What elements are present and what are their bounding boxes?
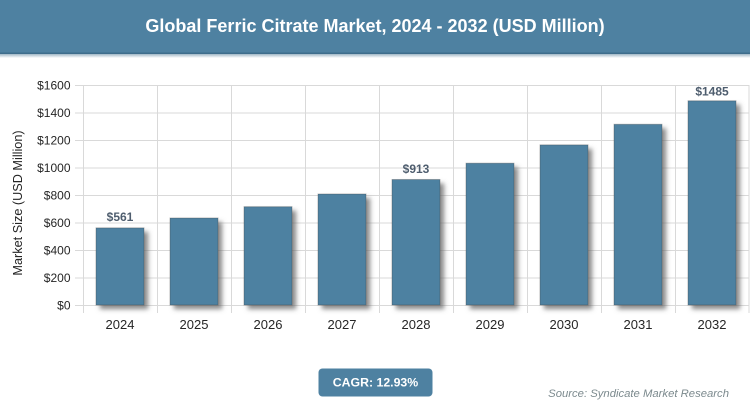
svg-text:2026: 2026: [254, 317, 283, 332]
svg-text:$1400: $1400: [37, 106, 71, 120]
svg-text:2024: 2024: [106, 317, 135, 332]
svg-text:Source: Syndicate Market Resea: Source: Syndicate Market Research: [548, 388, 729, 400]
svg-text:CAGR: 12.93%: CAGR: 12.93%: [333, 376, 418, 390]
svg-text:$1485: $1485: [695, 84, 729, 98]
svg-text:2027: 2027: [328, 317, 357, 332]
svg-text:2025: 2025: [180, 317, 209, 332]
svg-text:$1200: $1200: [37, 134, 71, 148]
svg-text:$400: $400: [44, 244, 71, 258]
svg-text:$0: $0: [57, 299, 71, 313]
svg-text:$600: $600: [44, 216, 71, 230]
svg-text:2029: 2029: [476, 317, 505, 332]
svg-text:2032: 2032: [698, 317, 727, 332]
svg-text:$1600: $1600: [37, 79, 71, 93]
svg-text:$913: $913: [403, 162, 430, 176]
svg-text:$200: $200: [44, 271, 71, 285]
svg-text:Global Ferric Citrate Market,: Global Ferric Citrate Market, 2024 - 203…: [145, 16, 604, 36]
svg-text:$561: $561: [107, 210, 134, 224]
svg-text:2030: 2030: [550, 317, 579, 332]
svg-text:2031: 2031: [624, 317, 653, 332]
svg-text:$1000: $1000: [37, 161, 71, 175]
svg-text:$800: $800: [44, 189, 71, 203]
svg-text:2028: 2028: [402, 317, 431, 332]
svg-text:Market Size (USD Million): Market Size (USD Million): [11, 130, 25, 275]
